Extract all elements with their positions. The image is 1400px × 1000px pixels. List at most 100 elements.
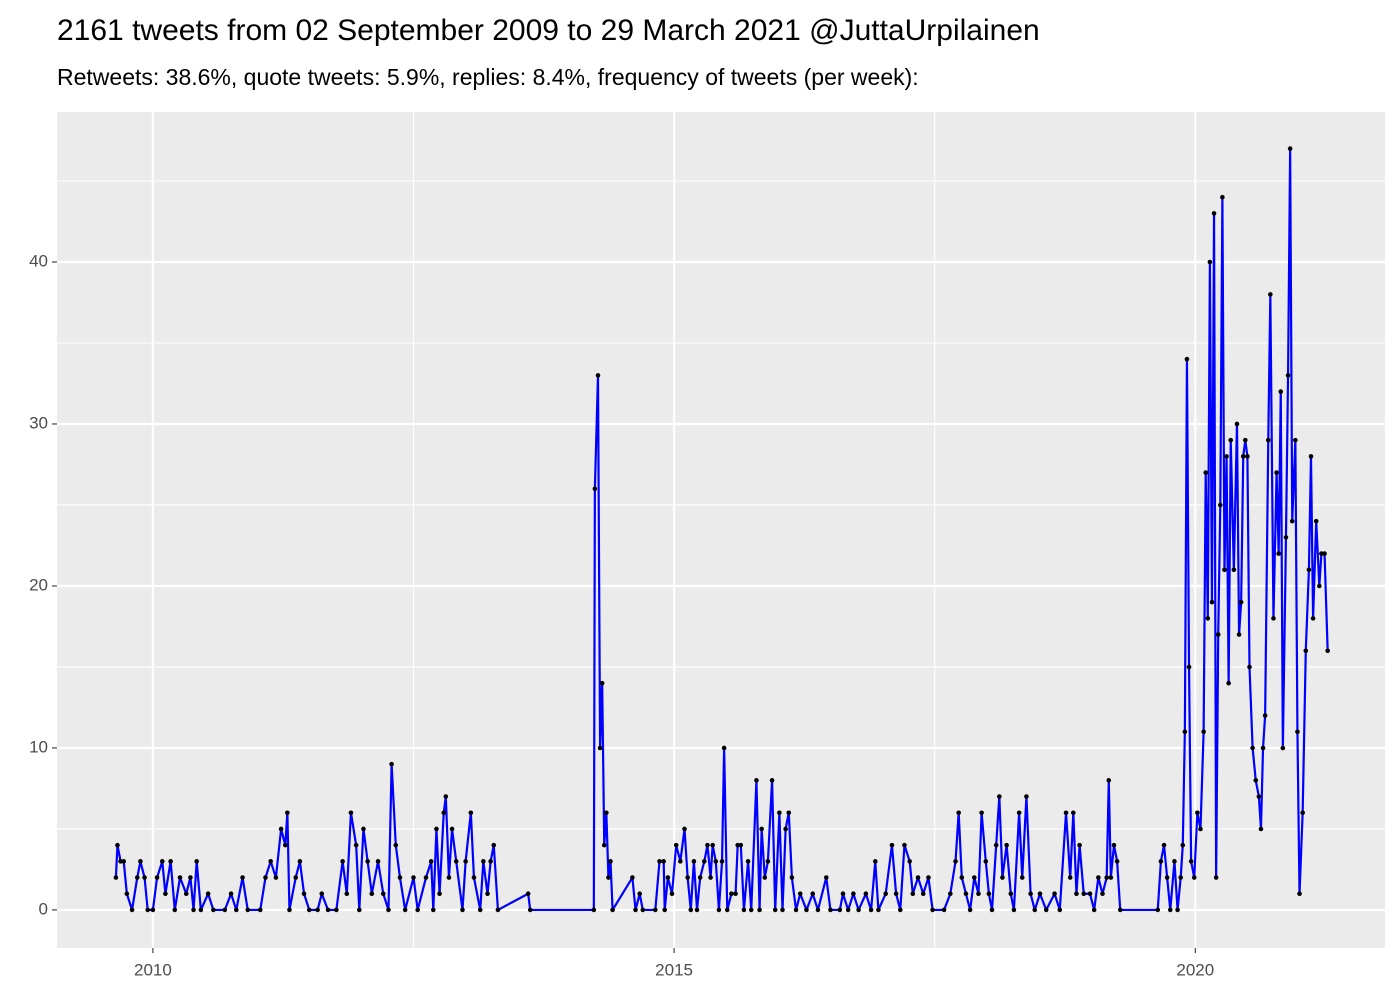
data-point [953,859,958,864]
data-point [997,794,1002,799]
data-point [301,891,307,897]
data-point [1215,632,1221,637]
data-point [745,859,751,864]
data-point [1322,551,1327,556]
data-point [959,875,965,880]
data-point [431,907,436,913]
data-point [495,907,501,913]
data-point [1011,907,1017,913]
data-point [1175,907,1180,913]
data-point [1285,373,1291,378]
data-point [1234,421,1240,427]
data-point [159,859,165,864]
data-point [319,891,325,897]
data-point [863,891,869,897]
x-tick-label: 2010 [134,960,172,979]
y-tick-label: 40 [29,251,48,270]
data-point [150,907,156,913]
data-point [1207,259,1213,265]
data-point [1203,470,1209,475]
data-point [361,826,366,832]
data-point [1231,567,1237,573]
data-point [1096,875,1101,880]
data-point [488,859,493,864]
data-point [828,907,833,913]
data-point [340,859,345,864]
data-point [1106,778,1112,783]
data-point [1245,454,1250,459]
data-point [449,826,455,832]
data-point [597,745,603,751]
data-point [1108,875,1114,880]
x-tick-label: 2015 [655,960,693,979]
data-point [1077,842,1082,848]
data-point [1297,891,1302,897]
data-point [233,907,239,913]
data-point [897,907,903,913]
data-point [772,907,778,913]
data-point [460,907,465,913]
data-point [154,875,160,880]
data-point [353,842,359,848]
data-point [1063,810,1069,816]
data-point [183,891,189,897]
data-point [386,907,391,913]
data-point [633,907,638,913]
data-point [477,907,483,913]
data-point [446,875,452,880]
data-point [889,842,895,848]
data-point [1218,502,1223,508]
data-point [1293,437,1298,443]
data-point [1313,518,1319,524]
data-point [177,875,183,880]
data-point [989,907,995,913]
data-point [115,842,120,848]
data-point [375,859,381,864]
data-point [1019,875,1025,880]
data-point [789,875,795,880]
data-point [263,875,268,880]
data-point [883,891,888,897]
data-point [1253,778,1259,783]
x-tick-label: 2020 [1176,960,1214,979]
data-point [1158,859,1164,864]
data-point [910,891,916,897]
data-point [1303,648,1309,654]
data-point [691,859,697,864]
data-point [893,891,899,897]
data-point [872,859,878,864]
data-point [1114,859,1120,864]
data-point [948,891,953,897]
data-point [823,875,829,880]
data-point [1205,616,1211,621]
data-point [138,859,143,864]
data-point [1155,907,1161,913]
data-point [967,907,973,913]
data-point [1224,454,1229,459]
data-point [453,859,459,864]
data-point [705,842,710,848]
data-point [365,859,370,864]
data-point [441,810,447,816]
data-point [682,826,687,832]
data-point [637,891,642,897]
data-point [1236,632,1242,637]
data-point [1000,875,1005,880]
data-point [926,875,931,880]
data-point [1043,907,1049,913]
data-point [733,891,738,897]
data-point [463,859,468,864]
data-point [845,907,851,913]
data-point [1310,616,1316,621]
data-point [121,859,127,864]
data-point [1289,518,1295,524]
data-point [344,891,350,897]
data-point [1220,194,1225,200]
data-point [397,875,403,880]
data-point [757,907,762,913]
data-point [1037,891,1043,897]
data-point [1172,859,1177,864]
data-point [369,891,375,897]
data-point [1256,794,1262,799]
data-point [245,907,251,913]
